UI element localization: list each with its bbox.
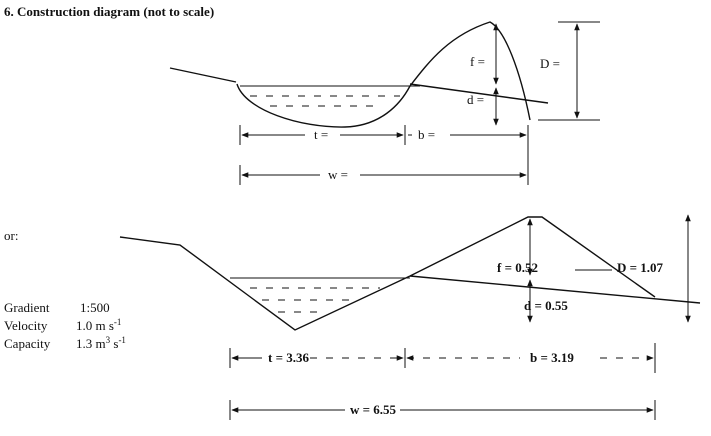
b-label: b = 3.19 xyxy=(530,350,574,365)
t-label: t = 3.36 xyxy=(268,350,309,365)
value-text: 1.0 m s xyxy=(76,318,114,333)
f-label: f = xyxy=(470,54,485,69)
value-text: s xyxy=(110,336,118,351)
D-label: D = 1.07 xyxy=(617,260,664,275)
b-label: b = xyxy=(418,127,435,142)
d-label: d = xyxy=(467,92,484,107)
parameter-value: 1.3 m3 s-1 xyxy=(76,335,126,351)
title: 6. Construction diagram (not to scale) xyxy=(4,4,214,19)
superscript: -1 xyxy=(114,317,122,327)
alternative-label: or: xyxy=(4,228,18,243)
superscript: 3 xyxy=(106,335,111,345)
value-text: 1:500 xyxy=(80,300,110,315)
bottom-diagram: f = 0.52 D = 1.07 d = 0.55 t = 3.36 b = … xyxy=(119,214,701,420)
w-label: w = xyxy=(328,167,348,182)
parameter-label: Capacity xyxy=(4,336,51,351)
w-label: w = 6.55 xyxy=(350,402,397,417)
f-label: f = 0.52 xyxy=(497,260,538,275)
parameter-label: Velocity xyxy=(4,318,48,333)
parameter-value: 1.0 m s-1 xyxy=(76,317,121,333)
d-label: d = 0.55 xyxy=(524,298,568,313)
value-text: 1.3 m xyxy=(76,336,106,351)
top-diagram: f = D = d = t = b = w = xyxy=(169,21,600,185)
parameter-value: 1:500 xyxy=(80,300,110,315)
D-label: D = xyxy=(540,56,560,71)
superscript: -1 xyxy=(118,335,126,345)
parameter-label: Gradient xyxy=(4,300,50,315)
t-label: t = xyxy=(314,127,328,142)
